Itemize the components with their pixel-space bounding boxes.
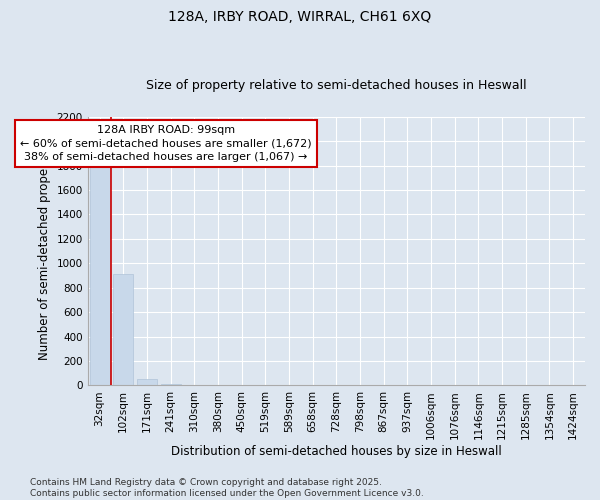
Bar <box>89 162 110 386</box>
X-axis label: Distribution of semi-detached houses by size in Heswall: Distribution of semi-detached houses by … <box>171 444 502 458</box>
Bar <box>161 384 181 386</box>
Title: Size of property relative to semi-detached houses in Heswall: Size of property relative to semi-detach… <box>146 79 527 92</box>
Bar <box>137 378 157 386</box>
Text: 128A IRBY ROAD: 99sqm
← 60% of semi-detached houses are smaller (1,672)
38% of s: 128A IRBY ROAD: 99sqm ← 60% of semi-deta… <box>20 126 311 162</box>
Bar <box>113 274 133 386</box>
Text: 128A, IRBY ROAD, WIRRAL, CH61 6XQ: 128A, IRBY ROAD, WIRRAL, CH61 6XQ <box>169 10 431 24</box>
Y-axis label: Number of semi-detached properties: Number of semi-detached properties <box>38 142 51 360</box>
Text: Contains HM Land Registry data © Crown copyright and database right 2025.
Contai: Contains HM Land Registry data © Crown c… <box>30 478 424 498</box>
